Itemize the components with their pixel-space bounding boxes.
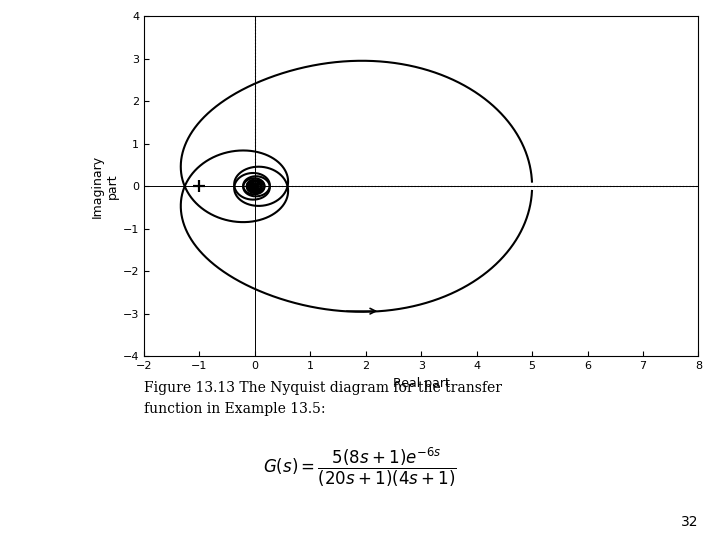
Text: 32: 32 — [681, 515, 698, 529]
Text: $G(s) = \dfrac{5(8s+1)e^{-6s}}{(20s+1)(4s+1)}$: $G(s) = \dfrac{5(8s+1)e^{-6s}}{(20s+1)(4… — [263, 446, 457, 489]
Text: function in Example 13.5:: function in Example 13.5: — [144, 402, 325, 416]
Text: Figure 13.13 The Nyquist diagram for the transfer: Figure 13.13 The Nyquist diagram for the… — [144, 381, 502, 395]
Y-axis label: Imaginary
part: Imaginary part — [91, 155, 119, 218]
X-axis label: Real part: Real part — [393, 377, 449, 390]
Text: Chapter 13: Chapter 13 — [32, 237, 51, 357]
